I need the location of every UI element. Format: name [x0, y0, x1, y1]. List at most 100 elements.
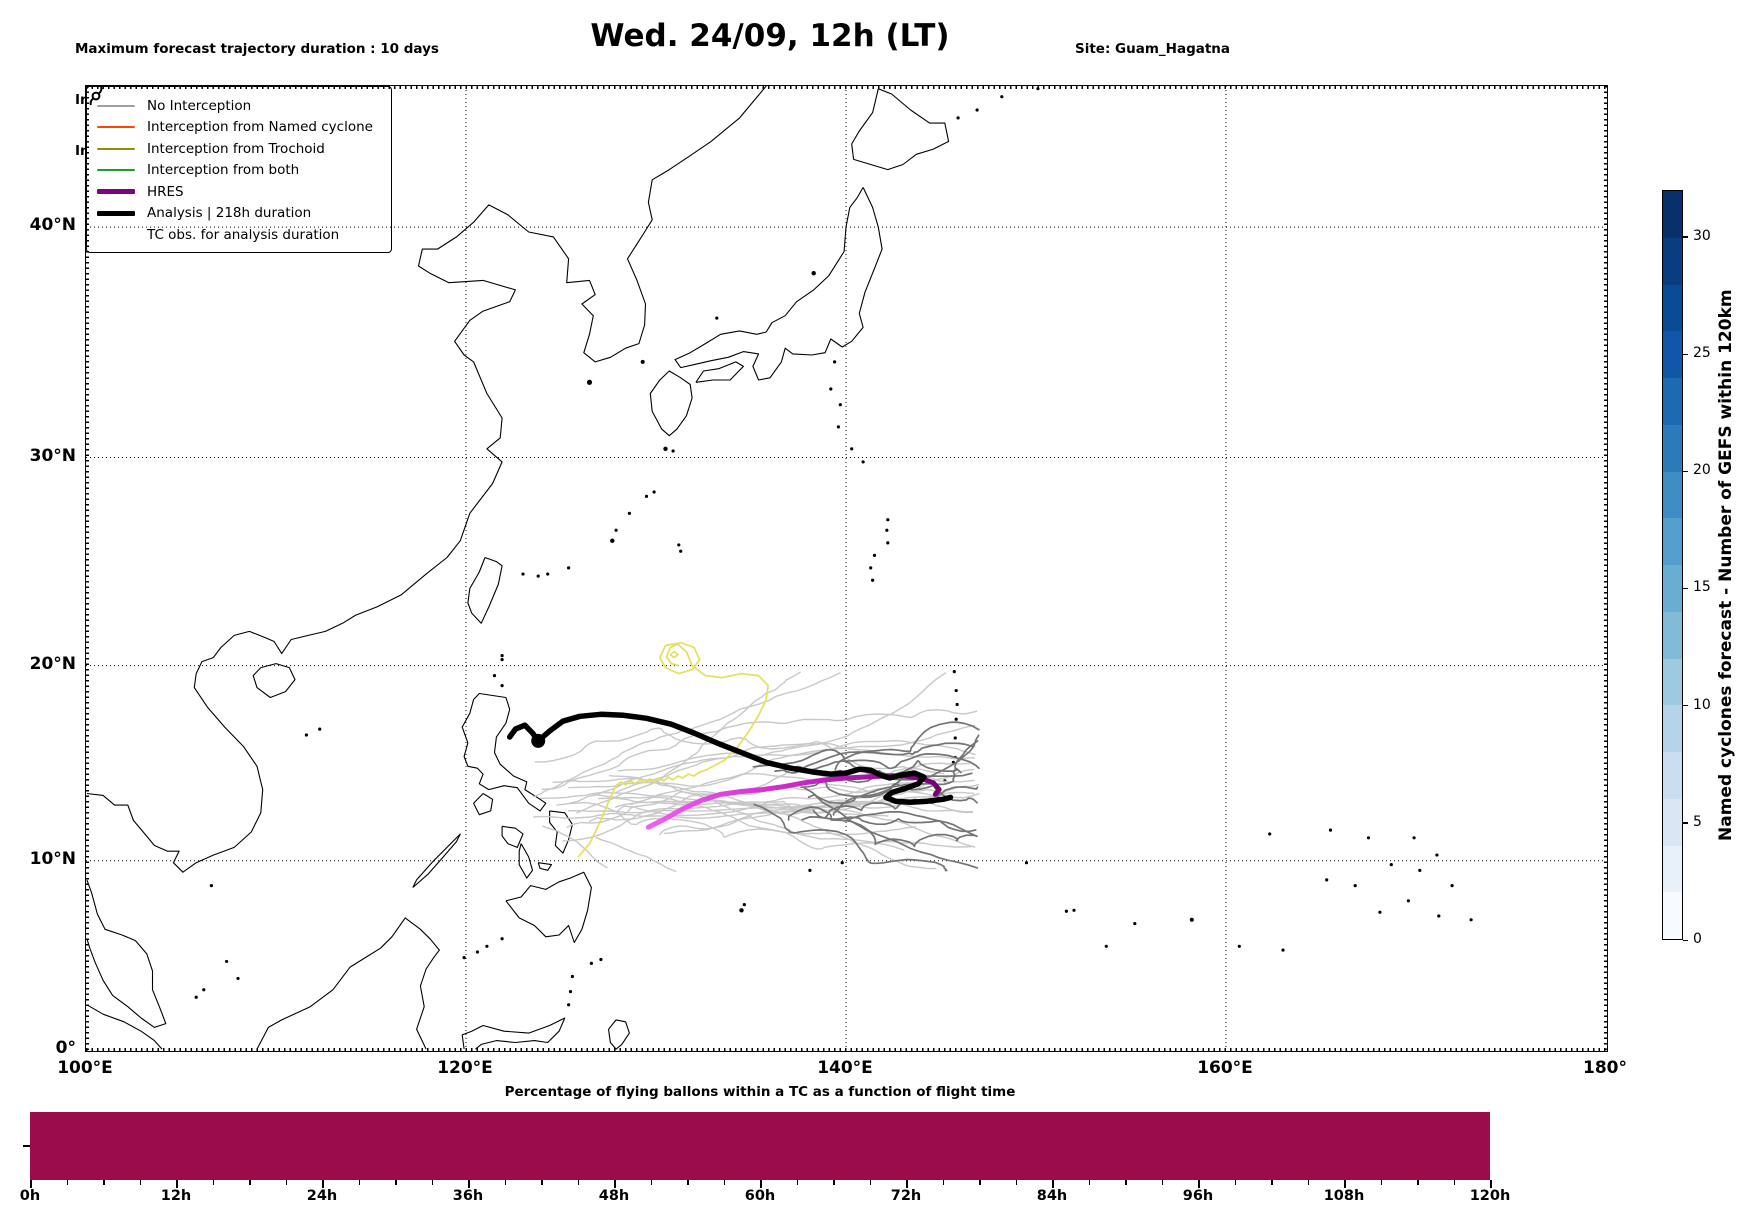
bottom-x-tick: [431, 1180, 433, 1185]
bottom-x-tick: [1052, 1180, 1054, 1188]
gefs-trajectory: [801, 786, 979, 821]
island-dot: [194, 995, 198, 999]
legend-swatch: [97, 104, 135, 107]
gefs-trajectory: [576, 671, 801, 814]
bottom-x-tick: [103, 1180, 105, 1185]
colorbar-tick-label: 30: [1693, 227, 1711, 244]
bottom-x-tick: [1088, 1180, 1090, 1185]
island-dot: [1450, 883, 1454, 888]
island-dot: [462, 956, 466, 960]
bottom-x-tick: [395, 1180, 397, 1185]
bottom-x-tick: [1125, 1180, 1127, 1185]
colorbar-tick: [1683, 939, 1688, 941]
legend-rows: No Interception Interception from Named c…: [89, 86, 381, 246]
island-dot: [1437, 914, 1441, 918]
legend-item-label: Interception from both: [147, 162, 300, 179]
island-dot: [500, 653, 504, 658]
bottom-x-tick: [30, 1180, 32, 1188]
gefs-trajectory: [843, 810, 978, 838]
coastline: [549, 810, 573, 854]
bottom-x-tick-label: 72h: [890, 1188, 922, 1204]
bottom-x-tick: [1307, 1180, 1309, 1185]
colorbar-segment: [1663, 752, 1682, 799]
colorbar-segment: [1663, 892, 1682, 939]
island-dot: [829, 387, 833, 391]
colorbar-tick: [1683, 236, 1688, 238]
lon-tick-label: 180°: [1583, 1058, 1627, 1078]
gefs-trajectory: [630, 773, 974, 813]
legend-item: Interception from Trochoid: [97, 138, 381, 160]
island-dot: [1133, 921, 1137, 926]
colorbar-tick-label: 20: [1693, 462, 1711, 479]
colorbar-tick: [1683, 822, 1688, 824]
colorbar-segment: [1663, 565, 1682, 612]
gefs-trajectory: [753, 803, 948, 872]
island-dot: [1024, 861, 1029, 865]
legend-item: Interception from both: [97, 160, 381, 182]
gefs-colorbar: [1662, 190, 1683, 940]
tc-obs-marker: [531, 733, 546, 748]
gefs-trajectory: [608, 775, 937, 870]
bottom-x-tick-label: 24h: [306, 1188, 338, 1204]
coastline: [505, 871, 592, 944]
island-dot: [225, 959, 229, 964]
bottom-x-tick: [687, 1180, 689, 1185]
legend-item-label: HRES: [147, 183, 184, 200]
colorbar-segment: [1663, 378, 1682, 425]
island-dot: [1268, 832, 1272, 836]
gefs-trajectory: [834, 721, 980, 771]
island-dot: [1406, 899, 1410, 903]
island-dot: [652, 490, 656, 494]
bottom-x-tick: [760, 1180, 762, 1188]
island-dot: [1412, 836, 1416, 840]
legend-swatch: [97, 147, 135, 150]
island-dot: [640, 359, 645, 364]
bottom-x-tick: [723, 1180, 725, 1185]
bottom-x-tick: [833, 1180, 835, 1185]
bottom-x-tick: [504, 1180, 506, 1185]
island-dot: [1104, 944, 1108, 948]
colorbar-tick-label: 5: [1693, 813, 1702, 830]
island-dot: [589, 961, 593, 965]
gefs-trajectory: [591, 793, 916, 835]
legend-item-label: Interception from Named cyclone: [147, 119, 373, 136]
bottom-x-tick-label: 108h: [1323, 1188, 1365, 1204]
island-dot: [954, 688, 958, 693]
lat-tick-label: 10°N: [29, 848, 76, 869]
island-dot: [1325, 878, 1329, 882]
coastline: [467, 556, 503, 624]
gefs-trajectory: [615, 779, 930, 808]
lat-tick-label: 0°: [55, 1038, 76, 1058]
bottom-x-tick-label: 120h: [1469, 1188, 1511, 1204]
bottom-x-tick: [1453, 1180, 1455, 1185]
map-legend: No Interception Interception from Named c…: [86, 86, 392, 253]
colorbar-segment: [1663, 191, 1682, 238]
island-dot: [1328, 828, 1333, 832]
coastline: [461, 1017, 566, 1050]
colorbar-segment: [1663, 331, 1682, 378]
gefs-trajectory: [812, 809, 977, 833]
island-dot: [886, 541, 890, 545]
figure-title: Wed. 24/09, 12h (LT): [590, 18, 950, 54]
gefs-trajectory: [542, 825, 608, 869]
colorbar-segment: [1663, 424, 1682, 472]
island-dot: [614, 528, 618, 532]
coastline: [501, 825, 524, 848]
island-dot: [485, 944, 489, 948]
island-dot: [871, 578, 875, 582]
island-dot: [627, 511, 632, 515]
island-dot: [536, 574, 540, 578]
island-dot: [833, 360, 837, 364]
island-dot: [836, 425, 841, 429]
coastline: [537, 862, 553, 871]
lon-tick-label: 160°E: [1197, 1058, 1253, 1078]
island-dot: [570, 974, 574, 979]
legend-swatch: [97, 169, 135, 172]
bottom-x-tick: [176, 1180, 178, 1188]
legend-line: [97, 189, 135, 195]
legend-item: Interception from Named cyclone: [97, 117, 381, 139]
bottom-x-tick: [285, 1180, 287, 1185]
gefs-trajectory: [540, 791, 943, 808]
lon-tick-label: 120°E: [437, 1058, 493, 1078]
bottom-x-tick-label: 60h: [744, 1188, 776, 1204]
